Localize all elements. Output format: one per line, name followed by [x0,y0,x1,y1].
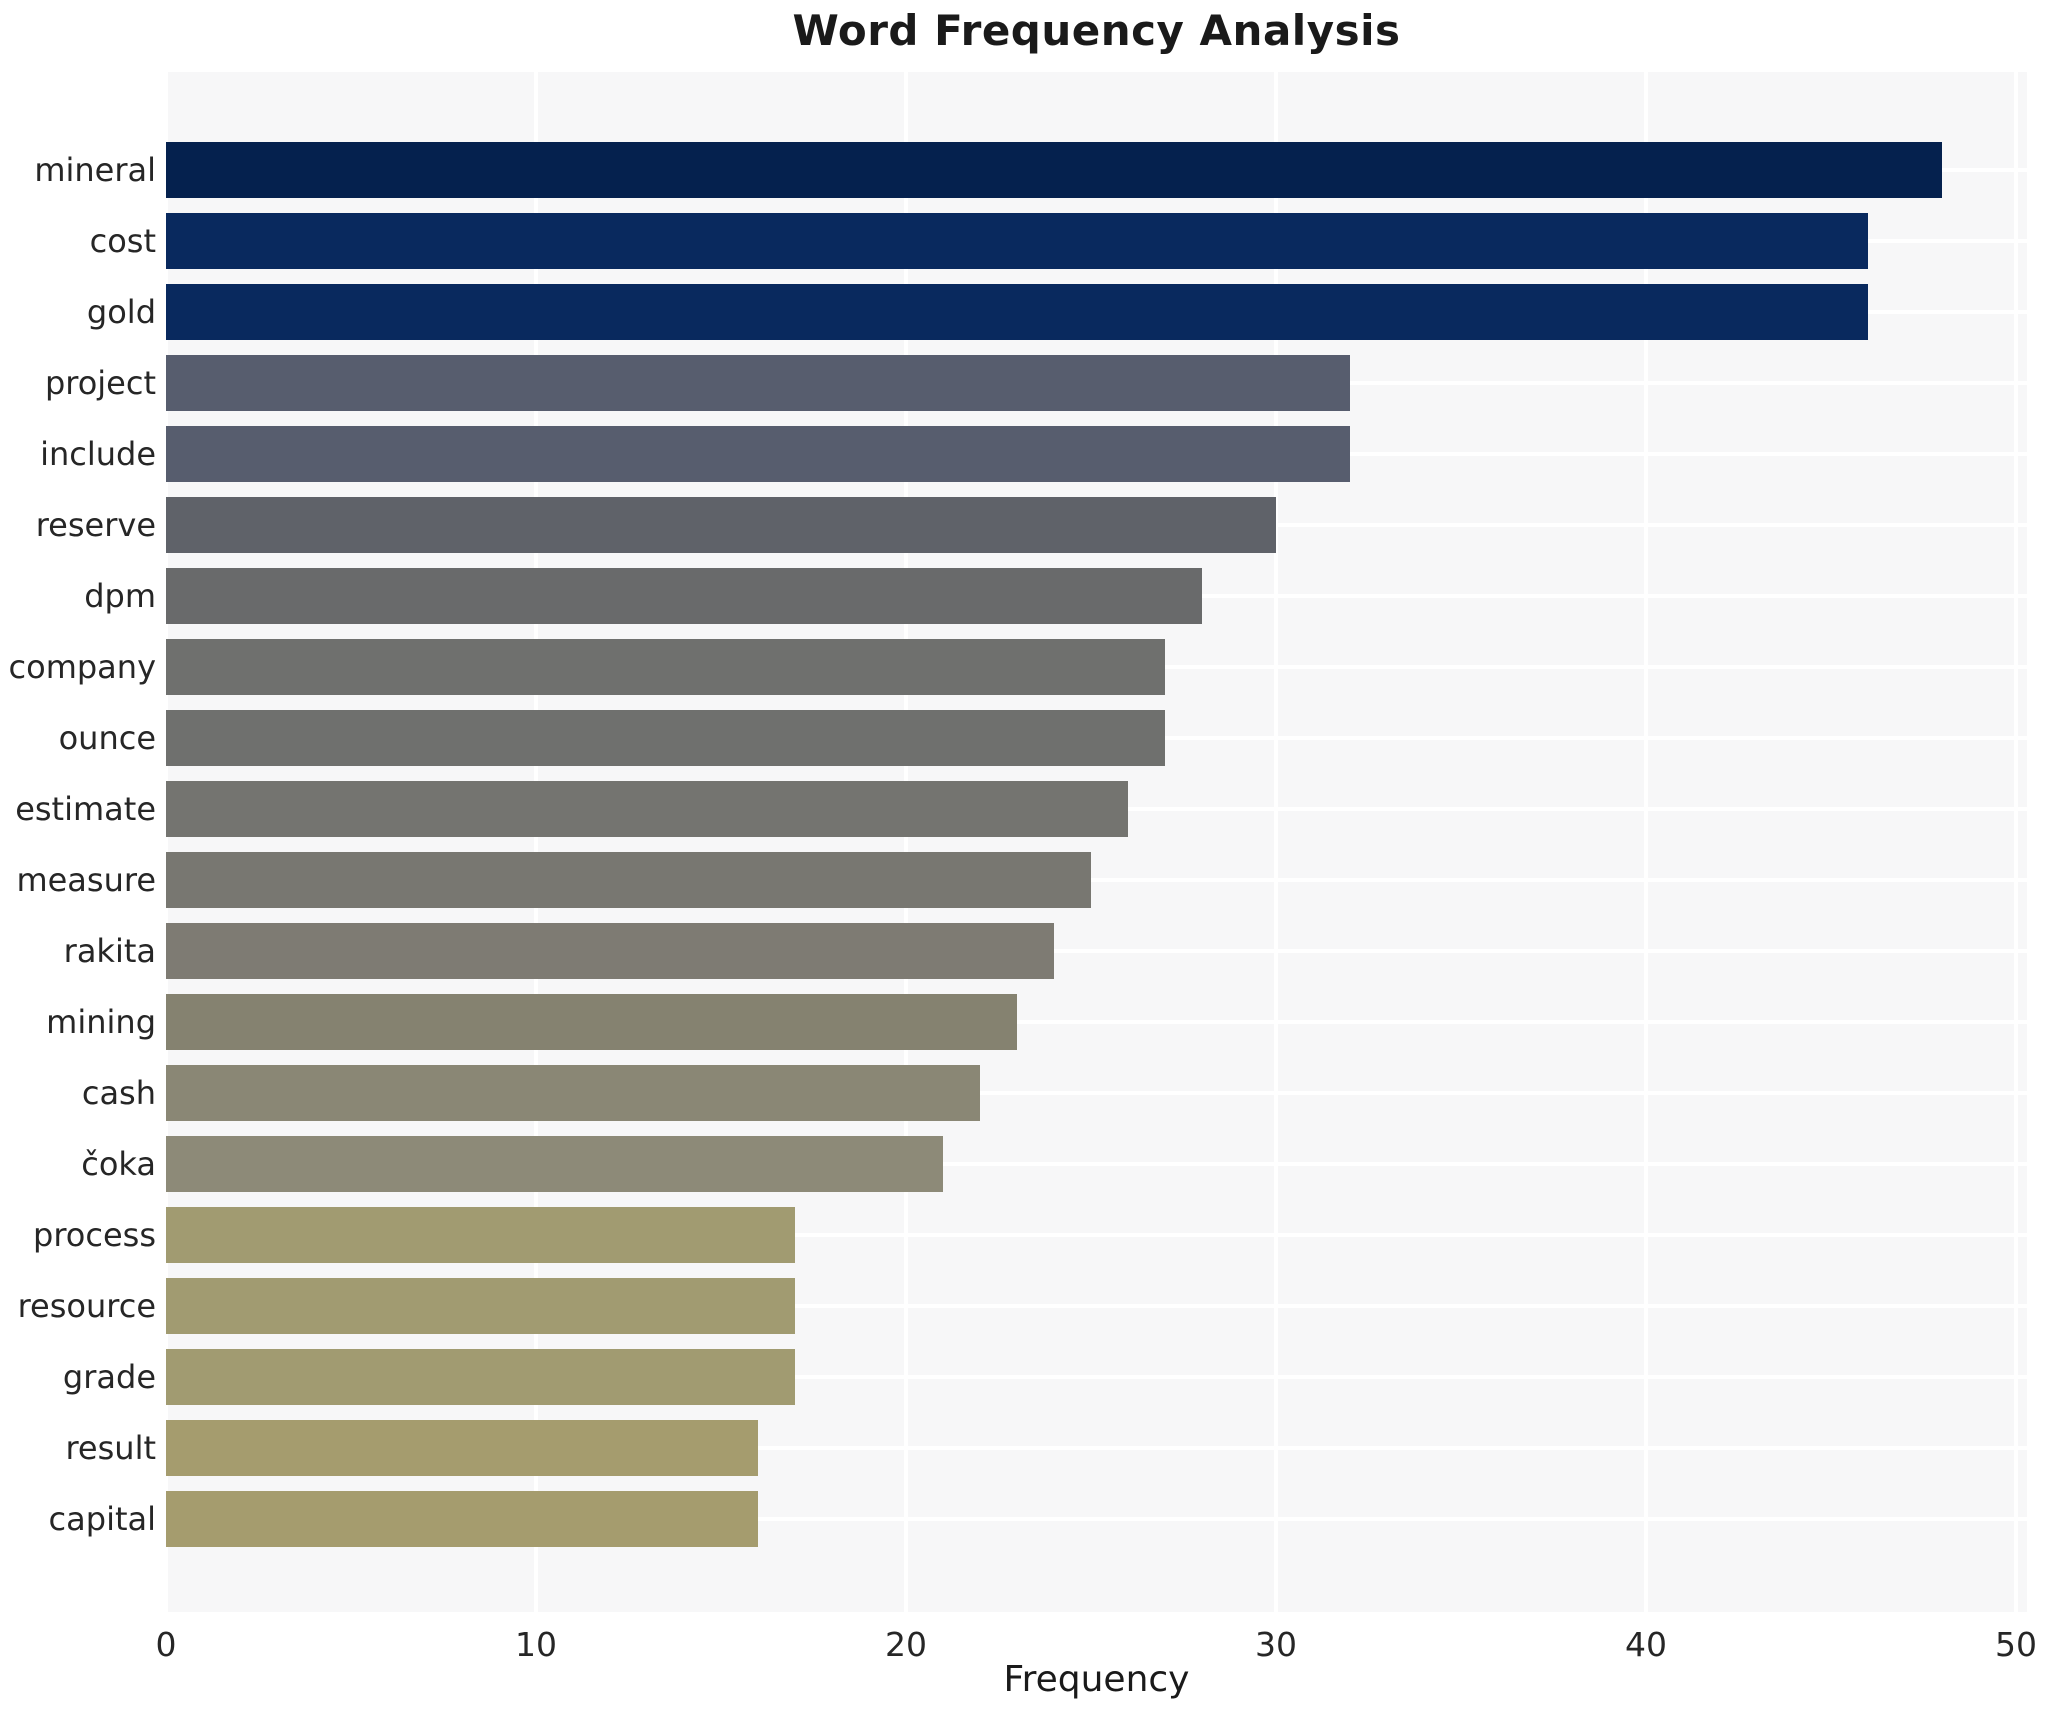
bar-resource [166,1278,795,1334]
y-label-rakita: rakita [63,932,156,970]
gridline-y-rakita [166,949,2027,953]
gridline-x-30 [1274,72,1278,1612]
gridline-y-čoka [166,1162,2027,1166]
y-label-gold: gold [86,293,156,331]
gridline-y-measure [166,878,2027,882]
y-label-result: result [65,1429,156,1467]
y-label-mineral: mineral [34,151,156,189]
y-label-project: project [44,364,156,402]
bar-result [166,1420,758,1476]
x-axis-title: Frequency [1003,1659,1190,1700]
y-label-dpm: dpm [84,577,156,615]
bar-include [166,426,1350,482]
chart-title: Word Frequency Analysis [792,6,1401,55]
bar-čoka [166,1136,943,1192]
gridline-x-40 [1644,72,1648,1612]
bar-project [166,355,1350,411]
bar-mining [166,994,1017,1050]
bar-gold [166,284,1868,340]
y-label-cash: cash [81,1074,156,1112]
gridline-x-0 [164,72,168,1612]
y-label-estimate: estimate [15,790,156,828]
gridline-y-process [166,1233,2027,1237]
x-tick-40: 40 [1625,1625,1667,1664]
gridline-y-result [166,1446,2027,1450]
y-label-grade: grade [62,1358,156,1396]
gridline-x-10 [534,72,538,1612]
y-label-resource: resource [17,1287,156,1325]
bar-reserve [166,497,1276,553]
bar-cash [166,1065,980,1121]
gridline-y-cash [166,1091,2027,1095]
bar-dpm [166,568,1202,624]
y-label-cost: cost [89,222,156,260]
x-tick-50: 50 [1995,1625,2037,1664]
bar-company [166,639,1165,695]
gridline-y-resource [166,1304,2027,1308]
bar-measure [166,852,1091,908]
gridline-x-20 [904,72,908,1612]
bar-ounce [166,710,1165,766]
y-label-measure: measure [16,861,156,899]
y-label-company: company [8,648,156,686]
gridline-y-mining [166,1020,2027,1024]
plot-area [164,72,2027,1612]
bar-capital [166,1491,758,1547]
gridline-y-capital [166,1517,2027,1521]
bar-rakita [166,923,1054,979]
y-label-process: process [33,1216,156,1254]
bar-grade [166,1349,795,1405]
y-label-ounce: ounce [58,719,156,757]
x-tick-0: 0 [155,1625,177,1664]
gridline-y-grade [166,1375,2027,1379]
x-tick-30: 30 [1255,1625,1297,1664]
bar-estimate [166,781,1128,837]
y-label-include: include [40,435,156,473]
y-label-reserve: reserve [35,506,156,544]
y-label-capital: capital [48,1500,156,1538]
x-tick-20: 20 [885,1625,927,1664]
x-tick-10: 10 [515,1625,557,1664]
bar-process [166,1207,795,1263]
gridline-x-50 [2014,72,2018,1612]
y-label-mining: mining [46,1003,156,1041]
bar-cost [166,213,1868,269]
bar-mineral [166,142,1942,198]
y-label-čoka: čoka [81,1145,156,1183]
